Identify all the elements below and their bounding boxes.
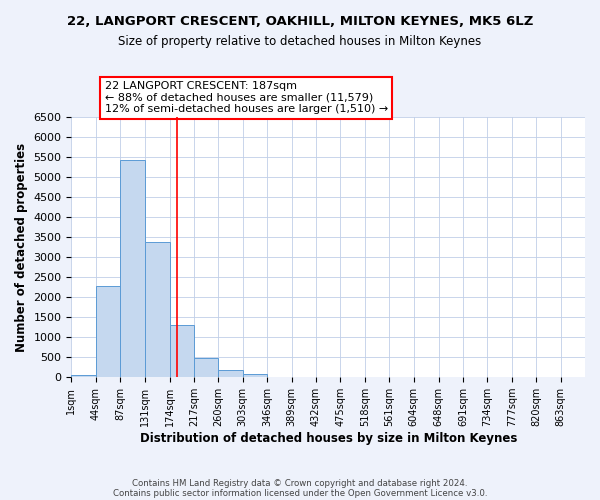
- Bar: [243, 374, 267, 377]
- Bar: [120, 160, 145, 377]
- Bar: [194, 358, 218, 377]
- X-axis label: Distribution of detached houses by size in Milton Keynes: Distribution of detached houses by size …: [140, 432, 517, 445]
- Bar: [218, 370, 243, 377]
- Text: Contains public sector information licensed under the Open Government Licence v3: Contains public sector information licen…: [113, 488, 487, 498]
- Text: Size of property relative to detached houses in Milton Keynes: Size of property relative to detached ho…: [118, 35, 482, 48]
- Y-axis label: Number of detached properties: Number of detached properties: [15, 142, 28, 352]
- Bar: [145, 242, 170, 377]
- Bar: [71, 375, 96, 377]
- Text: 22, LANGPORT CRESCENT, OAKHILL, MILTON KEYNES, MK5 6LZ: 22, LANGPORT CRESCENT, OAKHILL, MILTON K…: [67, 15, 533, 28]
- Text: 22 LANGPORT CRESCENT: 187sqm
← 88% of detached houses are smaller (11,579)
12% o: 22 LANGPORT CRESCENT: 187sqm ← 88% of de…: [105, 81, 388, 114]
- Bar: [96, 286, 120, 377]
- Bar: [170, 325, 194, 377]
- Text: Contains HM Land Registry data © Crown copyright and database right 2024.: Contains HM Land Registry data © Crown c…: [132, 478, 468, 488]
